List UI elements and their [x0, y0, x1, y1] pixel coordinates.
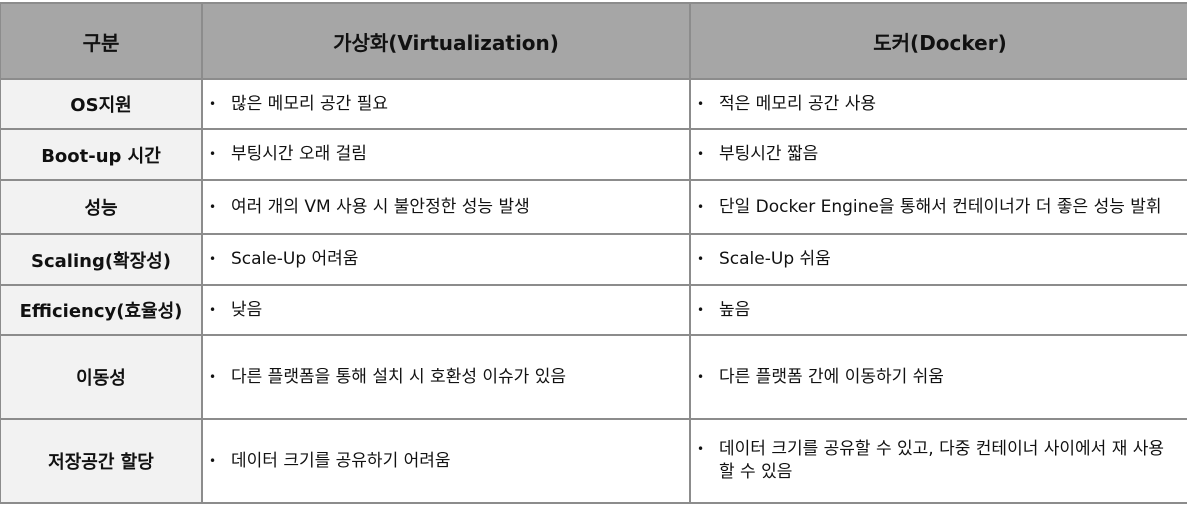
table-row: 저장공간 할당 • 데이터 크기를 공유하기 어려움 • 데이터 크기를 공유할 수 있…	[0, 418, 1187, 504]
cell-virtualization: • Scale-Up 어려움	[201, 233, 691, 286]
cell-text: 낮음	[231, 299, 263, 320]
row-category: 이동성	[0, 334, 203, 420]
header-row: 구분 가상화(Virtualization) 도커(Docker)	[0, 2, 1187, 80]
bullet-icon: •	[209, 96, 217, 111]
row-category: Scaling(확장성)	[0, 233, 203, 286]
cell-text: 많은 메모리 공간 필요	[231, 93, 388, 114]
bullet-icon: •	[209, 147, 217, 161]
header-docker: 도커(Docker)	[689, 2, 1187, 80]
row-category: 저장공간 할당	[0, 418, 203, 504]
cell-virtualization: • 데이터 크기를 공유하기 어려움	[201, 418, 691, 504]
table-row: Boot-up 시간 • 부팅시간 오래 걸림 • 부팅시간 짧음	[0, 128, 1187, 181]
cell-text: 다른 플랫폼을 통해 설치 시 호환성 이슈가 있음	[231, 366, 566, 387]
cell-virtualization: • 여러 개의 VM 사용 시 불안정한 성능 발생	[201, 179, 691, 235]
bullet-icon: •	[209, 199, 217, 214]
cell-virtualization: • 낮음	[201, 284, 691, 336]
cell-text: 여러 개의 VM 사용 시 불안정한 성능 발생	[231, 196, 530, 217]
cell-virtualization: • 다른 플랫폼을 통해 설치 시 호환성 이슈가 있음	[201, 334, 691, 420]
cell-text: 부팅시간 오래 걸림	[231, 144, 367, 164]
table-row: OS지원 • 많은 메모리 공간 필요 • 적은 메모리 공간 사용	[0, 78, 1187, 130]
cell-docker: • 단일 Docker Engine을 통해서 컨테이너가 더 좋은 성능 발휘	[689, 179, 1187, 235]
row-category: Boot-up 시간	[0, 128, 203, 181]
bullet-icon: •	[697, 302, 705, 317]
bullet-icon: •	[697, 147, 705, 161]
cell-text: Scale-Up 쉬움	[719, 249, 831, 269]
cell-text: 데이터 크기를 공유할 수 있고, 다중 컨테이너 사이에서 재 사용할 수 있…	[719, 439, 1165, 482]
table-row: Efficiency(효율성) • 낮음 • 높음	[0, 284, 1187, 336]
bullet-icon: •	[697, 252, 705, 266]
cell-text: 단일 Docker Engine을 통해서 컨테이너가 더 좋은 성능 발휘	[719, 196, 1162, 217]
cell-docker: • Scale-Up 쉬움	[689, 233, 1187, 286]
header-virtualization: 가상화(Virtualization)	[201, 2, 691, 80]
bullet-icon: •	[209, 369, 217, 384]
cell-docker: • 다른 플랫폼 간에 이동하기 쉬움	[689, 334, 1187, 420]
cell-docker: • 부팅시간 짧음	[689, 128, 1187, 181]
cell-docker: • 적은 메모리 공간 사용	[689, 78, 1187, 130]
cell-virtualization: • 부팅시간 오래 걸림	[201, 128, 691, 181]
header-category: 구분	[0, 2, 203, 80]
cell-docker: • 높음	[689, 284, 1187, 336]
bullet-icon: •	[697, 369, 705, 384]
row-category: 성능	[0, 179, 203, 235]
bullet-icon: •	[209, 252, 217, 266]
cell-text: Scale-Up 어려움	[231, 249, 359, 269]
table-row: 성능 • 여러 개의 VM 사용 시 불안정한 성능 발생 • 단일 Docker En…	[0, 179, 1187, 235]
bullet-icon: •	[697, 96, 705, 111]
bullet-icon: •	[209, 302, 217, 317]
cell-text: 적은 메모리 공간 사용	[719, 93, 876, 114]
bullet-icon: •	[697, 442, 705, 456]
cell-text: 높음	[719, 299, 751, 320]
cell-text: 다른 플랫폼 간에 이동하기 쉬움	[719, 366, 944, 387]
cell-docker: • 데이터 크기를 공유할 수 있고, 다중 컨테이너 사이에서 재 사용할 수 …	[689, 418, 1187, 504]
table-row: 이동성 • 다른 플랫폼을 통해 설치 시 호환성 이슈가 있음 • 다른 플랫폼 간에…	[0, 334, 1187, 420]
table-row: Scaling(확장성) • Scale-Up 어려움 • Scale-Up 쉬움	[0, 233, 1187, 286]
row-category: OS지원	[0, 78, 203, 130]
bullet-icon: •	[697, 199, 705, 214]
cell-text: 데이터 크기를 공유하기 어려움	[231, 450, 451, 471]
cell-text: 부팅시간 짧음	[719, 144, 819, 164]
cell-virtualization: • 많은 메모리 공간 필요	[201, 78, 691, 130]
row-category: Efficiency(효율성)	[0, 284, 203, 336]
bullet-icon: •	[209, 453, 217, 468]
